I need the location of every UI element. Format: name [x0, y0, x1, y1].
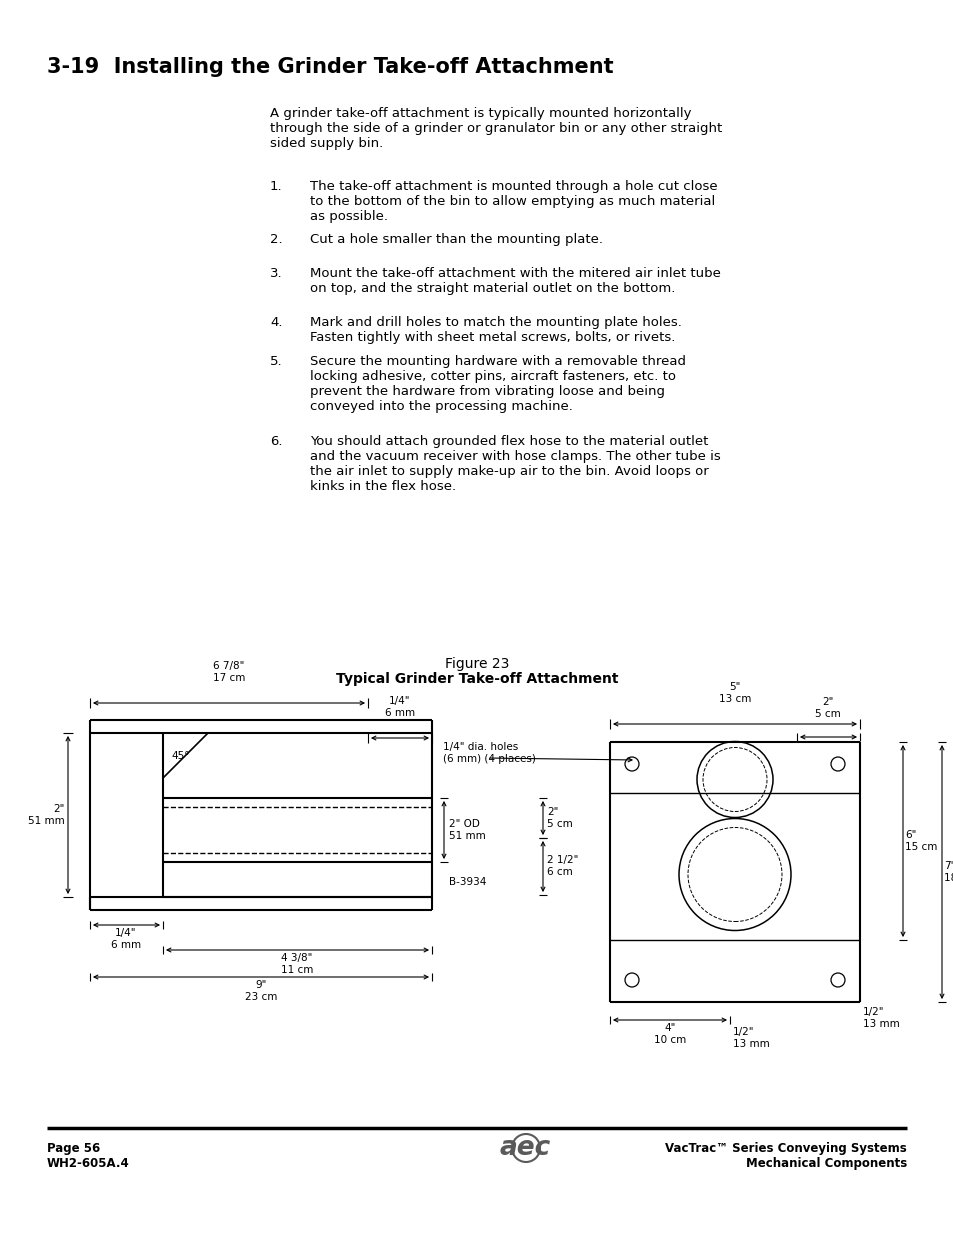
Text: You should attach grounded flex hose to the material outlet
and the vacuum recei: You should attach grounded flex hose to …	[310, 435, 720, 493]
Text: 2" OD
51 mm: 2" OD 51 mm	[449, 819, 485, 841]
Text: 2"
51 mm: 2" 51 mm	[29, 804, 65, 826]
Text: 6 7/8"
17 cm: 6 7/8" 17 cm	[213, 662, 245, 683]
Text: 1/2"
13 mm: 1/2" 13 mm	[862, 1007, 899, 1029]
Text: 4"
10 cm: 4" 10 cm	[653, 1023, 685, 1045]
Text: 9"
23 cm: 9" 23 cm	[245, 981, 277, 1002]
Text: 4 3/8"
11 cm: 4 3/8" 11 cm	[280, 953, 313, 974]
Text: WH2-605A.4: WH2-605A.4	[47, 1157, 130, 1170]
Text: Mechanical Components: Mechanical Components	[745, 1157, 906, 1170]
Text: Figure 23: Figure 23	[444, 657, 509, 671]
Text: 5"
13 cm: 5" 13 cm	[718, 683, 750, 704]
Text: 3-19  Installing the Grinder Take-off Attachment: 3-19 Installing the Grinder Take-off Att…	[47, 57, 613, 77]
Text: 1/4"
6 mm: 1/4" 6 mm	[111, 927, 141, 950]
Text: 1.: 1.	[270, 180, 282, 193]
Text: 1/4"
6 mm: 1/4" 6 mm	[384, 697, 415, 718]
Text: aec: aec	[499, 1135, 551, 1161]
Text: 2"
5 cm: 2" 5 cm	[546, 808, 572, 829]
Text: The take-off attachment is mounted through a hole cut close
to the bottom of the: The take-off attachment is mounted throu…	[310, 180, 717, 224]
Text: 2 1/2"
6 cm: 2 1/2" 6 cm	[546, 855, 578, 877]
Text: 2.: 2.	[270, 233, 282, 246]
Text: Mark and drill holes to match the mounting plate holes.
Fasten tightly with shee: Mark and drill holes to match the mounti…	[310, 316, 681, 345]
Text: 4.: 4.	[270, 316, 282, 329]
Text: 6"
15 cm: 6" 15 cm	[904, 830, 937, 852]
Text: Secure the mounting hardware with a removable thread
locking adhesive, cotter pi: Secure the mounting hardware with a remo…	[310, 354, 685, 412]
Text: B-3934: B-3934	[449, 877, 486, 887]
Text: Cut a hole smaller than the mounting plate.: Cut a hole smaller than the mounting pla…	[310, 233, 602, 246]
Text: 1/2"
13 mm: 1/2" 13 mm	[732, 1028, 769, 1049]
Text: 6.: 6.	[270, 435, 282, 448]
Text: A grinder take-off attachment is typically mounted horizontally
through the side: A grinder take-off attachment is typical…	[270, 107, 721, 149]
Text: 1/4" dia. holes
(6 mm) (4 places): 1/4" dia. holes (6 mm) (4 places)	[442, 742, 536, 763]
Text: 7"
18 cm: 7" 18 cm	[943, 861, 953, 883]
Text: Typical Grinder Take-off Attachment: Typical Grinder Take-off Attachment	[335, 672, 618, 685]
Text: Page 56: Page 56	[47, 1142, 100, 1155]
Text: 45°: 45°	[171, 751, 190, 761]
Text: VacTrac™ Series Conveying Systems: VacTrac™ Series Conveying Systems	[664, 1142, 906, 1155]
Text: Mount the take-off attachment with the mitered air inlet tube
on top, and the st: Mount the take-off attachment with the m…	[310, 267, 720, 295]
Text: 5.: 5.	[270, 354, 282, 368]
Text: 2"
5 cm: 2" 5 cm	[814, 698, 840, 719]
Text: 3.: 3.	[270, 267, 282, 280]
